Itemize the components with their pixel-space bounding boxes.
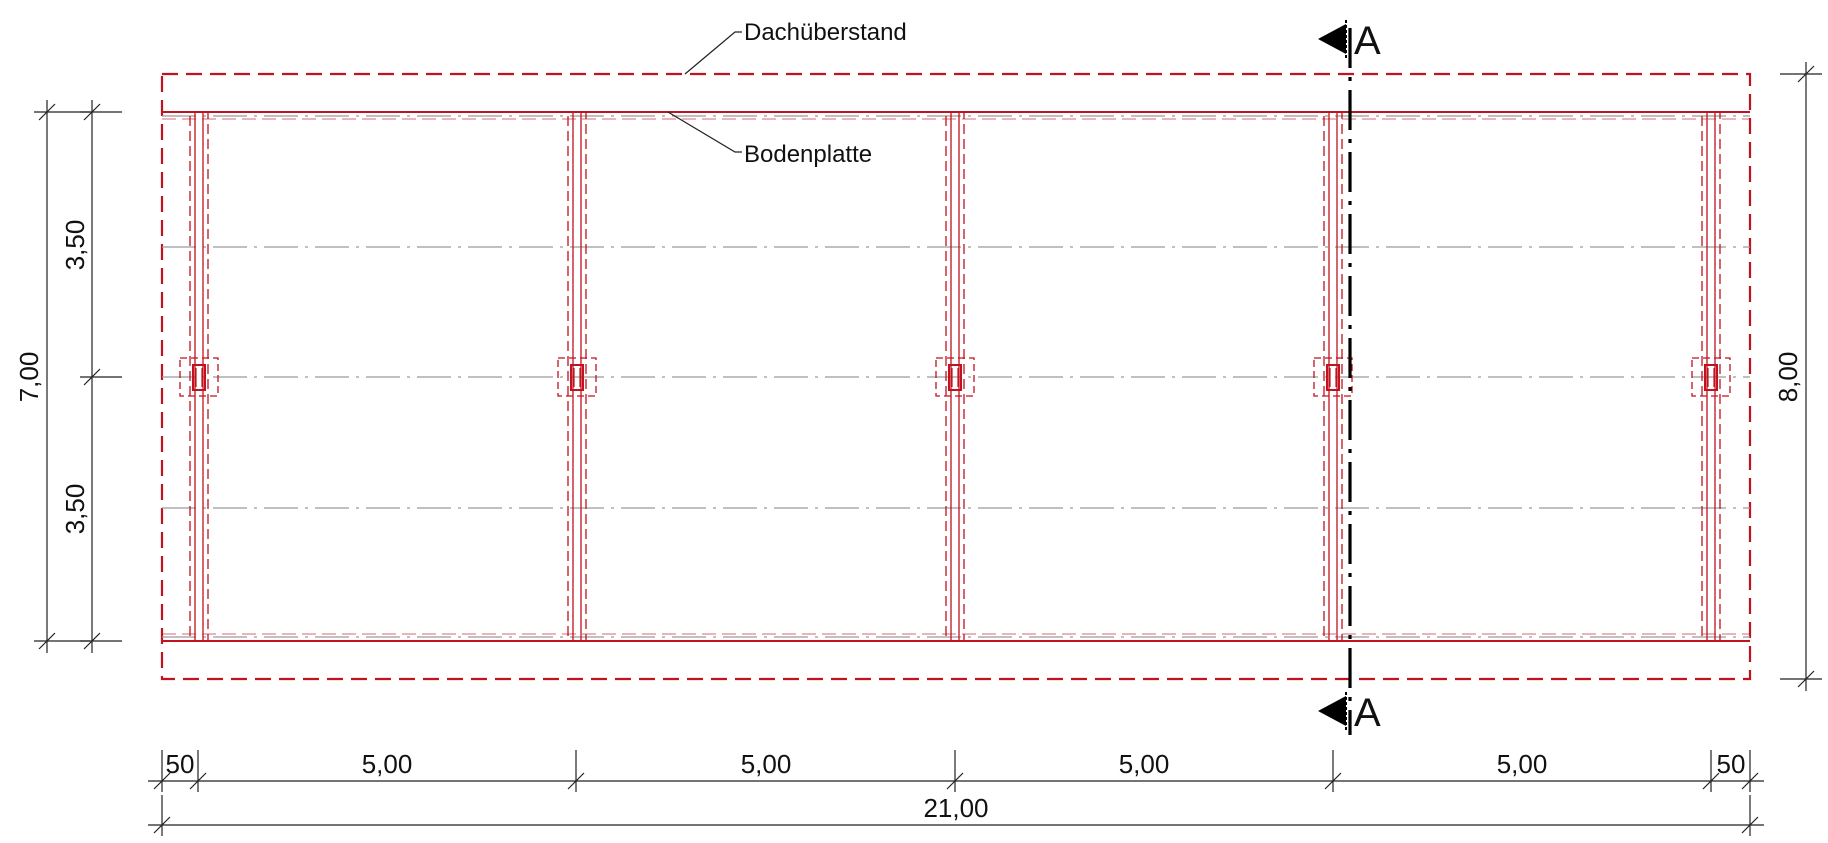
dim-half-width-top: 3,50 bbox=[60, 220, 90, 271]
dimension-left-chain: 3,50 3,50 bbox=[60, 100, 122, 653]
dim-bay-4: 5,00 bbox=[1497, 749, 1548, 779]
frame-3 bbox=[935, 111, 975, 642]
section-arrow-bottom-icon bbox=[1318, 696, 1346, 726]
svg-text:Bodenplatte: Bodenplatte bbox=[744, 141, 872, 168]
dim-half-width-bottom: 3,50 bbox=[60, 484, 90, 535]
frame-2 bbox=[557, 111, 597, 642]
dim-bay-2: 5,00 bbox=[741, 749, 792, 779]
callout-roof-overhang: Dachüberstand bbox=[684, 19, 907, 75]
dim-edge-right: 50 bbox=[1717, 749, 1746, 779]
section-label-bottom: A bbox=[1354, 691, 1381, 735]
dim-total-width: 7,00 bbox=[14, 352, 44, 403]
dim-bay-1: 5,00 bbox=[362, 749, 413, 779]
dim-total-length: 21,00 bbox=[923, 793, 988, 823]
dimension-left-total: 7,00 bbox=[14, 100, 90, 653]
frame-5 bbox=[1691, 111, 1731, 642]
dimension-bottom-chain: 50 5,00 5,00 5,00 5,00 50 bbox=[148, 749, 1764, 792]
callout-floor-slab: Bodenplatte bbox=[667, 111, 872, 168]
section-label-top: A bbox=[1354, 19, 1381, 63]
frames bbox=[179, 111, 1731, 642]
frame-1 bbox=[179, 111, 219, 642]
dimension-right-total: 8,00 bbox=[1773, 62, 1822, 691]
dim-total-overhang-width: 8,00 bbox=[1773, 352, 1803, 403]
dim-edge-left: 50 bbox=[166, 749, 195, 779]
svg-text:Dachüberstand: Dachüberstand bbox=[744, 19, 907, 46]
section-arrow-top-icon bbox=[1318, 24, 1346, 54]
dim-bay-3: 5,00 bbox=[1119, 749, 1170, 779]
frame-4 bbox=[1313, 111, 1353, 642]
dimension-bottom-total: 21,00 bbox=[148, 793, 1764, 836]
grid-axes bbox=[162, 115, 1750, 638]
section-marker: A A bbox=[1318, 19, 1381, 735]
